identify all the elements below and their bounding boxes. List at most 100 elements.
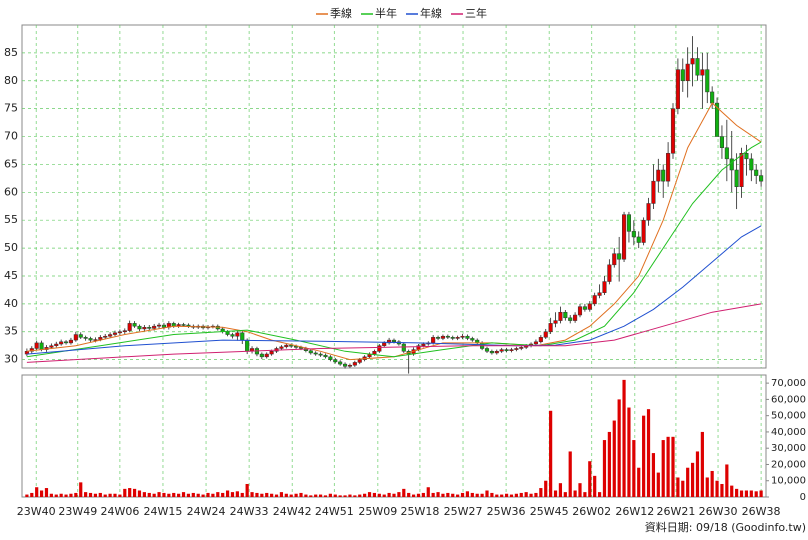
volume-bar — [705, 477, 709, 497]
volume-bar — [333, 494, 337, 497]
y2-tick-label: 60,000 — [771, 394, 806, 405]
candle-body — [465, 335, 470, 339]
x-tick-label: 25W45 — [530, 505, 569, 518]
candle-body — [333, 359, 338, 363]
volume-bar — [88, 492, 93, 497]
volume-bar — [402, 488, 406, 497]
volume-bar — [358, 494, 362, 497]
y2-tick-label: 10,000 — [771, 476, 806, 487]
x-tick-label: 25W27 — [444, 505, 483, 518]
candle-body — [568, 317, 573, 321]
volume-bar — [221, 492, 225, 497]
volume-bar — [597, 492, 602, 497]
volume-bar — [284, 493, 288, 497]
x-tick-label: 24W33 — [230, 505, 269, 518]
volume-bar — [196, 493, 200, 497]
candle-body — [289, 344, 294, 347]
volume-bar — [265, 492, 269, 497]
x-tick-label: 26W30 — [699, 505, 738, 518]
candle-body — [112, 332, 118, 335]
volume-bar — [93, 493, 98, 497]
y2-tick-label: 40,000 — [771, 427, 806, 438]
volume-bar — [84, 492, 88, 497]
candle-body — [612, 253, 617, 266]
candle-body — [157, 324, 162, 327]
y2-tick-label: 70,000 — [771, 378, 806, 389]
y-tick-label: 80 — [4, 74, 18, 87]
volume-bar — [451, 493, 455, 497]
x-tick-label: 23W40 — [17, 505, 56, 518]
volume-bar — [465, 491, 470, 497]
candle-body — [675, 69, 680, 109]
volume-bar — [240, 492, 244, 497]
volume-bar — [646, 409, 651, 497]
candle-body — [460, 335, 465, 338]
volume-bar — [74, 492, 78, 497]
volume-bar — [495, 494, 499, 497]
volume-bar — [416, 493, 421, 497]
candle-body — [137, 325, 142, 330]
volume-bar — [744, 490, 749, 497]
volume-bar — [642, 415, 646, 497]
x-tick-label: 23W49 — [58, 505, 97, 518]
candle-body — [651, 180, 656, 204]
candle-body — [631, 231, 636, 238]
candle-body — [489, 351, 494, 354]
volume-bar — [421, 492, 425, 497]
candle-body — [666, 153, 671, 182]
candle-body — [132, 323, 137, 327]
candle-body — [617, 253, 622, 260]
candle-body — [279, 346, 284, 349]
candle-body — [24, 351, 29, 355]
candle-body — [122, 330, 127, 332]
volume-bar — [632, 440, 636, 497]
volume-bar — [524, 492, 528, 497]
candle-body — [64, 341, 69, 344]
volume-bar — [128, 488, 132, 497]
volume-bar — [563, 492, 567, 497]
volume-bar — [534, 492, 538, 497]
volume-bar — [549, 410, 553, 497]
candle-body — [29, 348, 34, 352]
volume-bar — [147, 492, 151, 497]
volume-panel — [21, 374, 767, 498]
volume-bar — [686, 467, 690, 497]
candle-body — [436, 337, 441, 339]
volume-bar — [480, 493, 484, 497]
candle-body — [729, 158, 734, 171]
x-tick-label: 25W18 — [401, 505, 440, 518]
y-tick-label: 75 — [4, 102, 18, 115]
candle-body — [470, 338, 475, 341]
volume-bar — [39, 490, 44, 497]
volume-bar — [367, 492, 372, 497]
volume-bar — [446, 492, 450, 497]
volume-bar — [690, 462, 695, 497]
volume-bar — [162, 492, 166, 497]
volume-bar — [710, 470, 714, 497]
volume-bar — [411, 494, 416, 497]
volume-bar — [338, 495, 342, 497]
candle-body — [83, 337, 88, 339]
y-tick-label: 35 — [4, 325, 18, 338]
moving-average-line — [26, 303, 762, 363]
volume-bar — [485, 490, 489, 497]
candle-body — [235, 332, 240, 337]
candle-body — [592, 295, 597, 305]
candle-body — [68, 339, 73, 344]
volume-bar — [500, 494, 504, 497]
volume-bar — [568, 451, 572, 497]
candle-body — [181, 324, 186, 326]
candle-body — [440, 335, 445, 339]
candle-body — [401, 343, 406, 352]
moving-average-line — [26, 102, 762, 361]
volume-bar — [676, 477, 680, 497]
volume-bar — [392, 493, 396, 497]
y-tick-label: 70 — [4, 130, 18, 143]
legend-label: 半年 — [375, 6, 397, 20]
volume-bar — [656, 472, 660, 497]
candle-body — [259, 353, 264, 358]
candle-body — [558, 311, 563, 321]
volume-bar — [759, 490, 763, 497]
volume-bar — [108, 493, 112, 497]
